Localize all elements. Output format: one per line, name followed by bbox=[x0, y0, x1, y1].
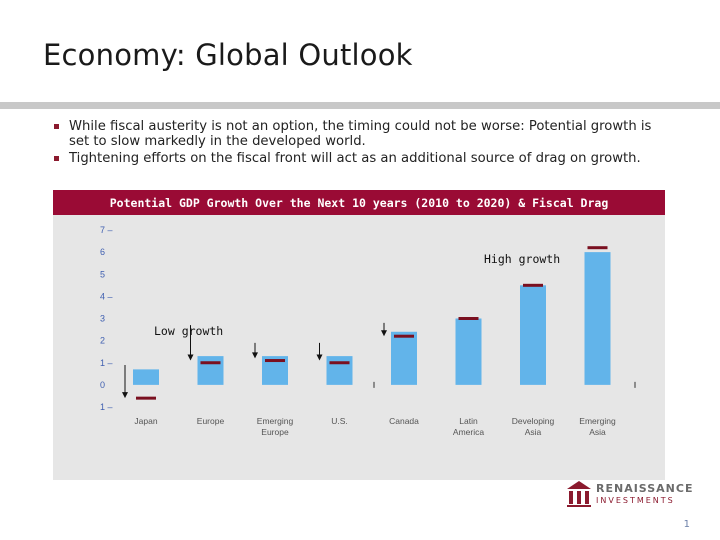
title-rule bbox=[0, 102, 720, 109]
title-band: Economy: Global Outlook bbox=[0, 0, 720, 102]
category-label: Japan bbox=[134, 416, 157, 426]
bar bbox=[455, 318, 482, 385]
drag-marker bbox=[458, 317, 479, 320]
page-number: 1 bbox=[683, 519, 690, 530]
category-label: America bbox=[453, 427, 484, 437]
category-label: Latin bbox=[459, 416, 478, 426]
category-label: Emerging bbox=[579, 416, 616, 426]
drag-arrow-head bbox=[381, 330, 387, 337]
y-tick-label: 2 bbox=[100, 336, 105, 346]
bullet-text: Tightening efforts on the fiscal front w… bbox=[69, 151, 641, 166]
drag-arrow-head bbox=[187, 354, 194, 361]
bullet-item: Tightening efforts on the fiscal front w… bbox=[54, 151, 664, 166]
category-label: Europe bbox=[261, 427, 289, 437]
bar bbox=[584, 252, 611, 385]
drag-marker bbox=[329, 361, 350, 365]
logo-subtitle: INVESTMENTS bbox=[596, 496, 675, 505]
y-tick-label: 0 bbox=[100, 380, 105, 390]
drag-marker bbox=[394, 334, 414, 338]
drag-marker bbox=[587, 246, 608, 250]
bullet-text: While fiscal austerity is not an option,… bbox=[69, 119, 652, 149]
drag-marker bbox=[523, 283, 543, 287]
y-tick-label: 1 – bbox=[100, 358, 113, 368]
category-label: U.S. bbox=[331, 416, 348, 426]
bar bbox=[391, 331, 417, 385]
bar bbox=[326, 356, 353, 385]
chart-header bbox=[53, 190, 665, 215]
category-label: Emerging bbox=[257, 416, 294, 426]
category-label: Canada bbox=[389, 416, 419, 426]
y-tick-label: 4 – bbox=[100, 291, 113, 301]
drag-arrow-head bbox=[316, 354, 323, 361]
bullet-square-icon bbox=[54, 156, 59, 161]
chart-panel bbox=[53, 190, 665, 480]
category-label: Europe bbox=[197, 416, 225, 426]
logo-name: RENAISSANCE bbox=[596, 482, 694, 495]
company-logo: RENAISSANCE INVESTMENTS bbox=[566, 480, 716, 510]
drag-arrow-head bbox=[252, 352, 258, 359]
drag-marker bbox=[200, 361, 221, 365]
slide-title: Economy: Global Outlook bbox=[43, 38, 413, 72]
category-label: Asia bbox=[589, 427, 606, 437]
category-label: Asia bbox=[525, 427, 542, 437]
bullet-square-icon bbox=[54, 124, 59, 129]
bullet-list: While fiscal austerity is not an option,… bbox=[54, 119, 664, 168]
category-label: Developing bbox=[512, 416, 555, 426]
bar bbox=[520, 285, 546, 385]
annotation-low-growth: Low growth bbox=[154, 324, 223, 338]
drag-arrow-head bbox=[122, 392, 128, 399]
bar bbox=[197, 356, 224, 385]
y-tick-label: 6 bbox=[100, 247, 105, 257]
y-tick-label: 7 – bbox=[100, 225, 113, 235]
bar bbox=[133, 369, 159, 385]
y-tick-label: 3 bbox=[100, 314, 105, 324]
y-tick-label: 5 bbox=[100, 269, 105, 279]
y-tick-label: 1 – bbox=[100, 402, 113, 412]
chart-title: Potential GDP Growth Over the Next 10 ye… bbox=[109, 196, 609, 210]
bullet-item: While fiscal austerity is not an option,… bbox=[54, 119, 664, 149]
drag-marker bbox=[136, 396, 156, 400]
drag-marker bbox=[265, 359, 285, 363]
annotation-high-growth: High growth bbox=[484, 252, 560, 266]
building-icon bbox=[567, 481, 591, 507]
